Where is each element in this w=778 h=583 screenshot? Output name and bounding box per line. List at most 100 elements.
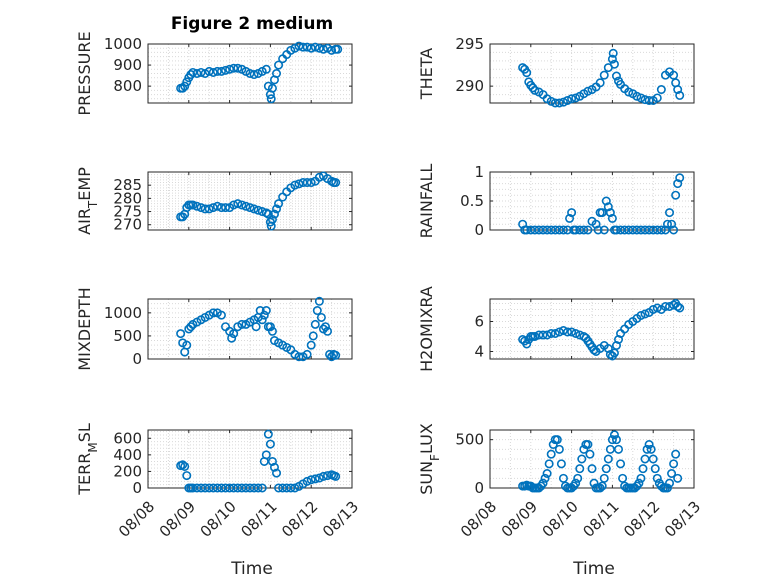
data-point [644,439,654,449]
y-axis-label: RAINFALL [417,164,436,239]
data-point [265,439,275,449]
x-tick-label: 08/10 [539,498,582,541]
data-point [642,444,652,454]
data-point [178,83,188,93]
y-tick-label: 0 [132,350,142,368]
data-point [671,190,681,200]
y-tick-label: 0 [132,479,142,497]
data-point [673,301,683,311]
data-point [595,483,605,493]
data-point [310,42,320,52]
data-point [267,456,277,466]
data-point [306,340,316,350]
data-point [290,483,300,493]
data-point [640,95,650,105]
data-point [540,473,550,483]
y-tick-label: 1000 [104,304,142,322]
data-point [608,48,618,58]
data-point [583,86,593,96]
data-point [558,97,568,107]
data-point [603,202,613,212]
data-point [530,331,540,341]
data-point [229,63,239,73]
data-point [565,213,575,223]
data-point [216,310,226,320]
data-point [665,478,675,488]
y-tick-label: 200 [113,462,142,480]
x-tick-label: 08/13 [319,498,362,541]
data-point [575,464,585,474]
data-point [318,471,328,481]
data-point [221,203,231,213]
data-point [673,473,683,483]
data-point [333,44,343,54]
data-point [624,87,634,97]
data-point [675,173,685,183]
data-point [538,330,548,340]
data-point [640,454,650,464]
data-point [302,349,312,359]
data-point [308,331,318,341]
data-point [669,225,679,235]
data-point [644,95,654,105]
subplot-6: 4 6 H2OMIXRA [417,286,695,372]
data-point [634,478,644,488]
y-tick-label: 1 [474,163,484,181]
x-tick-label: 08/11 [579,498,622,541]
data-point [667,468,677,478]
data-point [241,201,251,211]
data-point [265,322,275,332]
data-point [294,179,304,189]
data-point [589,345,599,355]
data-point [216,66,226,76]
data-point [662,483,672,493]
axes-frame [147,171,353,231]
data-point [266,94,276,104]
data-point [646,444,656,454]
data-point [196,67,206,77]
data-point [306,475,316,485]
x-tick-label: 08/08 [457,498,500,541]
data-point [251,322,261,332]
data-point [652,93,662,103]
x-tick-label: 08/12 [620,498,663,541]
y-tick-label: 0 [474,221,484,239]
data-point [314,473,324,483]
data-point [327,352,337,362]
data-point [331,178,341,188]
data-point [227,333,237,343]
data-point [320,322,330,332]
y-tick-label: 0 [474,479,484,497]
data-point [263,429,273,439]
data-point [269,209,279,219]
data-point [286,483,296,493]
data-point [325,349,335,359]
data-point [669,459,679,469]
data-point [675,303,685,313]
data-point [650,464,660,474]
y-tick-label: 295 [455,35,484,53]
data-point [546,328,556,338]
data-point [616,459,626,469]
data-point [314,172,324,182]
data-point [607,435,617,445]
data-point [249,204,259,214]
data-point [253,205,263,215]
data-point [571,93,581,103]
y-tick-label: 4 [474,343,484,361]
data-point [261,450,271,460]
data-point [542,468,552,478]
data-point [327,45,337,55]
axes-frame [489,298,695,360]
data-point [212,66,222,76]
data-point [316,312,326,322]
data-point [636,93,646,103]
data-point [656,225,666,235]
data-point [652,473,662,483]
data-point [186,70,196,80]
data-point [208,67,218,77]
y-tick-label: 0.5 [460,192,484,210]
data-point [599,473,609,483]
